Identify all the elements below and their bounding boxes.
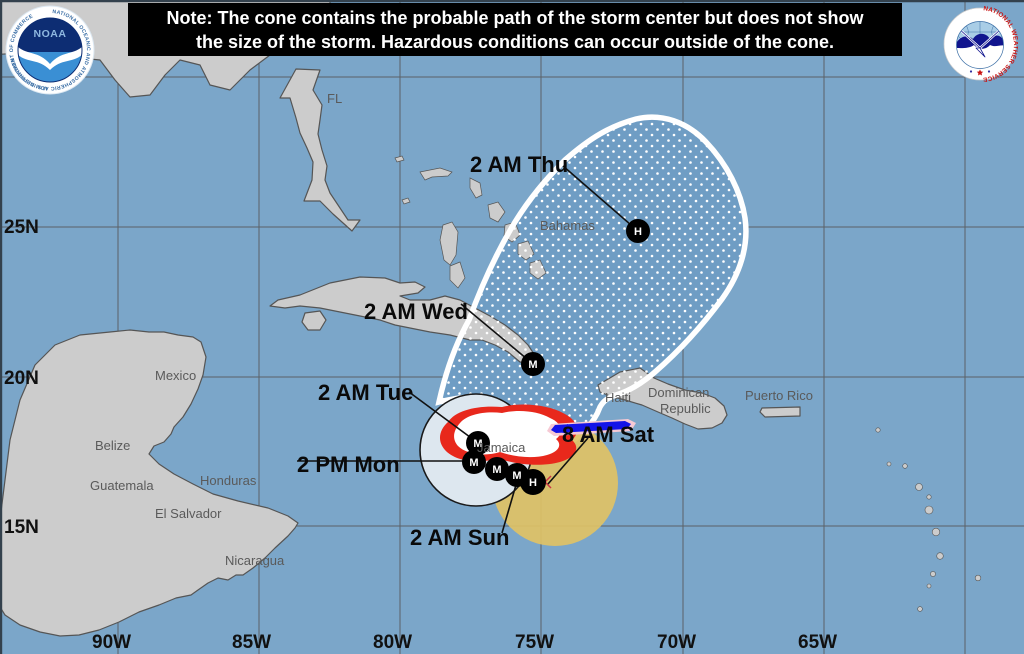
svg-text:Nicaragua: Nicaragua	[225, 553, 285, 568]
svg-text:8 AM Sat: 8 AM Sat	[562, 422, 655, 447]
svg-text:70W: 70W	[657, 632, 696, 653]
svg-text:2 AM Sun: 2 AM Sun	[410, 525, 509, 550]
svg-text:75W: 75W	[515, 632, 554, 653]
svg-text:15N: 15N	[4, 517, 39, 538]
svg-text:90W: 90W	[92, 632, 131, 653]
svg-text:M: M	[528, 359, 537, 371]
svg-text:65W: 65W	[798, 632, 837, 653]
svg-text:El Salvador: El Salvador	[155, 506, 222, 521]
svg-text:Belize: Belize	[95, 438, 130, 453]
svg-text:85W: 85W	[232, 632, 271, 653]
svg-text:Puerto Rico: Puerto Rico	[745, 388, 813, 403]
svg-text:80W: 80W	[373, 632, 412, 653]
svg-text:Haiti: Haiti	[605, 390, 631, 405]
svg-text:2 AM Tue: 2 AM Tue	[318, 380, 413, 405]
svg-text:M: M	[492, 464, 501, 476]
svg-text:2 PM Mon: 2 PM Mon	[297, 452, 400, 477]
svg-text:M: M	[469, 457, 478, 469]
svg-text:Republic: Republic	[660, 401, 711, 416]
svg-text:Honduras: Honduras	[200, 473, 257, 488]
svg-text:20N: 20N	[4, 368, 39, 389]
svg-text:Bahamas: Bahamas	[540, 218, 595, 233]
svg-text:Jamaica: Jamaica	[477, 440, 526, 455]
svg-text:NOAA: NOAA	[34, 28, 67, 40]
svg-text:H: H	[634, 226, 642, 238]
svg-text:FL: FL	[327, 91, 342, 106]
svg-text:2 AM Wed: 2 AM Wed	[364, 299, 468, 324]
svg-text:Guatemala: Guatemala	[90, 478, 154, 493]
svg-text:2 AM Thu: 2 AM Thu	[470, 152, 568, 177]
svg-text:H: H	[529, 477, 537, 489]
svg-text:25N: 25N	[4, 217, 39, 238]
svg-text:Mexico: Mexico	[155, 368, 196, 383]
svg-text:Dominican: Dominican	[648, 385, 709, 400]
